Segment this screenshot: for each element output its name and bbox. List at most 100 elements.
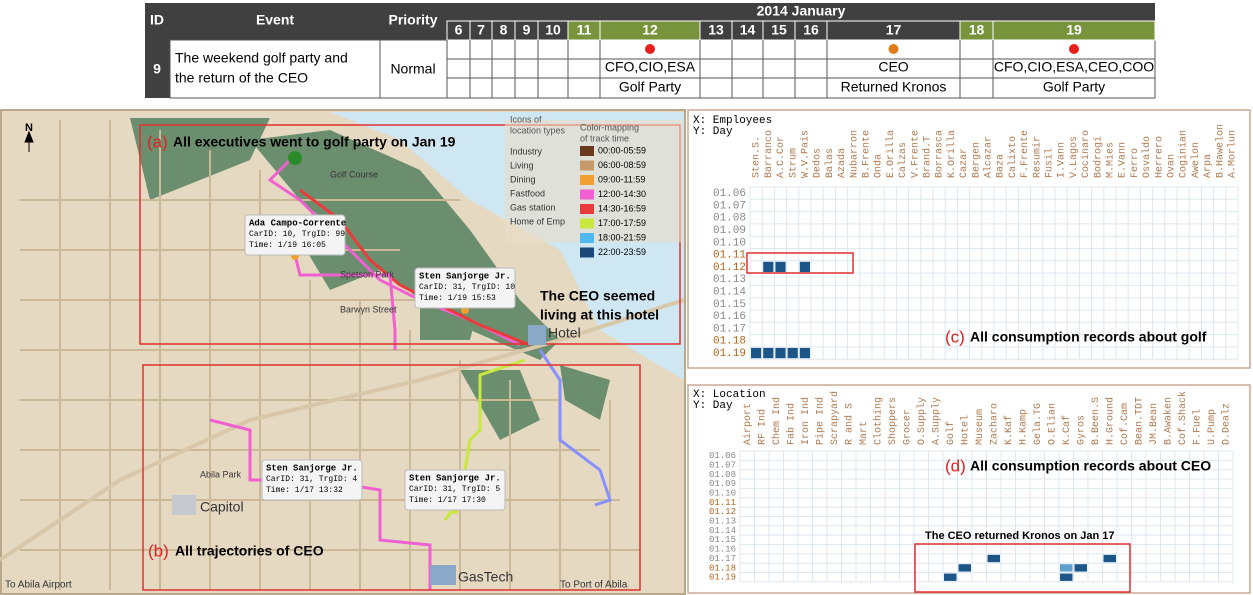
place-label: Hotel xyxy=(548,325,581,341)
column-label: E.Orilla xyxy=(885,130,897,178)
record-cell xyxy=(775,261,786,273)
tooltip xyxy=(261,459,363,501)
a-text: All executives went to golf party on Jan… xyxy=(173,134,456,150)
day-label: 12 xyxy=(642,22,658,38)
column-label: Brand.T xyxy=(922,136,934,178)
time-label: 09:00-11:59 xyxy=(598,174,645,184)
column-label: O.Elian xyxy=(1046,403,1058,445)
row-label: 01.15 xyxy=(713,299,746,311)
column-label: Clothing xyxy=(872,397,884,445)
column-label: Balas xyxy=(824,148,836,178)
day-label: 17 xyxy=(886,22,902,38)
row-priority: Normal xyxy=(390,61,435,77)
tooltip-time: Time: 1/17 13:32 xyxy=(266,486,343,495)
highlight xyxy=(746,252,854,274)
column-label: U.Pump xyxy=(1207,409,1218,445)
id-cell xyxy=(145,40,170,98)
column-label: K.Kaf xyxy=(1003,415,1015,445)
day-label: 9 xyxy=(523,22,531,38)
time-swatch xyxy=(580,146,594,156)
row-body xyxy=(169,39,1156,99)
column-label: Alcazar xyxy=(983,136,995,178)
ceo-panel xyxy=(687,384,1251,594)
row-label: 01.15 xyxy=(709,535,736,545)
icons-title: location types xyxy=(510,125,566,135)
row-label: 01.10 xyxy=(709,488,736,498)
time-swatch xyxy=(580,175,594,185)
column-label: Calixto xyxy=(1007,136,1019,178)
column-label: RF Ind xyxy=(756,409,768,445)
b-text: All trajectories of CEO xyxy=(175,543,324,559)
day-label: 10 xyxy=(545,22,561,38)
row-label: 01.17 xyxy=(709,554,736,564)
tooltip-name: Sten Sanjorge Jr. xyxy=(409,473,501,483)
hotel-note: living at this hotel xyxy=(540,307,659,323)
day-label: 11 xyxy=(577,22,592,38)
record-cell xyxy=(799,261,810,273)
header-priority: Priority xyxy=(388,12,437,28)
event-name: Golf Party xyxy=(1043,79,1105,95)
time-label: 14:30-16:59 xyxy=(598,203,646,213)
row-label: 01.09 xyxy=(713,225,746,237)
column-label: A.C.Cor xyxy=(776,136,787,178)
day-label: 16 xyxy=(803,22,819,38)
row-event: the return of the CEO xyxy=(175,70,308,86)
tooltip xyxy=(404,469,506,511)
time-title: Color-mapping xyxy=(580,122,639,132)
row-label: 01.19 xyxy=(709,573,736,583)
column-label: Azada xyxy=(836,148,848,178)
time-label: 12:00-14:30 xyxy=(598,189,646,199)
a-tag: (a) xyxy=(147,132,168,151)
place-label: GasTech xyxy=(458,569,513,585)
place-label: Barwyn Street xyxy=(340,304,397,314)
column-label: Airport xyxy=(742,403,754,445)
icons-title: Icons of xyxy=(510,114,542,124)
column-label: F.Frente xyxy=(1020,130,1031,178)
record-cell xyxy=(958,564,971,572)
column-label: Gyros xyxy=(1076,415,1087,445)
row-label: 01.13 xyxy=(709,517,736,527)
tooltip-time: Time: 1/17 17:30 xyxy=(409,496,486,505)
column-label: JM.Bean xyxy=(1149,403,1160,445)
column-label: Bodrogi xyxy=(1092,136,1104,178)
column-label: I.Vann xyxy=(1057,142,1068,178)
column-label: Bean.TDT xyxy=(1134,397,1145,445)
row-label: 01.09 xyxy=(709,479,736,489)
column-label: Onda xyxy=(873,154,885,178)
column-label: F.Fuel xyxy=(1191,409,1203,445)
column-label: Cocinaro xyxy=(1080,130,1092,178)
day-label: 6 xyxy=(455,22,463,38)
row-label: 01.18 xyxy=(709,563,736,573)
tooltip xyxy=(414,267,516,309)
record-cell xyxy=(1060,564,1073,572)
place-label: Abila Park xyxy=(200,469,242,479)
record-cell xyxy=(987,554,1000,563)
row-label: 01.16 xyxy=(713,311,746,323)
row-label: 01.12 xyxy=(709,507,736,517)
event-dot xyxy=(645,44,655,54)
column-label: Strum xyxy=(788,148,799,178)
day-label: 14 xyxy=(740,22,756,38)
icon-label: Industry xyxy=(510,146,543,156)
tooltip xyxy=(244,214,346,256)
header-id: ID xyxy=(150,12,164,28)
time-swatch xyxy=(580,204,594,214)
box-note: The CEO returned Kronos on Jan 17 xyxy=(925,530,1114,542)
column-label: Mart xyxy=(859,421,870,445)
x-label: X: Location xyxy=(693,389,766,401)
column-label: Iron Ind xyxy=(800,397,812,445)
y-label: Y: Day xyxy=(693,400,733,412)
row-label: 01.14 xyxy=(709,526,736,536)
column-label: Herrero xyxy=(1154,136,1165,178)
tooltip-car: CarID: 31, TrgID: 4 xyxy=(266,475,357,484)
day-label: 7 xyxy=(477,22,485,38)
column-label: Coginian xyxy=(1178,130,1190,178)
day-header xyxy=(992,20,1156,41)
event-name: Returned Kronos xyxy=(841,79,947,95)
column-label: Osvaldo xyxy=(1141,136,1153,178)
column-label: B.Awaken xyxy=(1162,397,1174,445)
time-swatch xyxy=(580,233,594,243)
time-label: 17:00-17:59 xyxy=(598,218,646,228)
event-dot xyxy=(1069,44,1079,54)
tag: (c) xyxy=(945,327,965,346)
